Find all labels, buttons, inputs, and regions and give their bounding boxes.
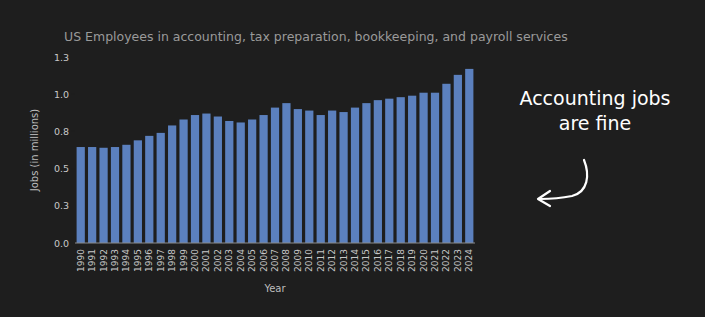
x-tick-label: 2009 — [293, 249, 303, 272]
bar — [237, 122, 245, 243]
y-tick — [71, 243, 75, 244]
x-tick-label: 2014 — [350, 249, 360, 272]
page: US Employees in accounting, tax preparat… — [0, 0, 705, 317]
bar — [88, 147, 96, 243]
bar — [214, 117, 222, 243]
x-tick-label: 2013 — [339, 249, 349, 272]
x-tick-label: 1992 — [99, 249, 109, 272]
bar — [111, 147, 119, 243]
y-tick — [71, 131, 75, 132]
y-tick — [71, 94, 75, 95]
bar — [202, 114, 210, 243]
bar — [77, 147, 85, 243]
bar — [362, 103, 370, 243]
y-tick-label: 0.5 — [54, 163, 69, 174]
bar — [419, 93, 427, 243]
x-tick-label: 2019 — [407, 249, 417, 272]
bar — [465, 69, 473, 243]
bar — [294, 109, 302, 243]
y-tick — [71, 57, 75, 58]
bar — [328, 111, 336, 243]
x-tick-label: 2005 — [247, 249, 257, 272]
x-tick-label: 2008 — [281, 249, 291, 272]
y-tick-label: 1.3 — [54, 52, 69, 63]
x-tick-label: 2023 — [453, 249, 463, 272]
bar — [134, 140, 142, 243]
bar — [145, 136, 153, 243]
bar — [454, 75, 462, 243]
x-axis-label: Year — [263, 283, 286, 294]
bar — [99, 148, 107, 243]
bar — [282, 103, 290, 243]
x-tick-label: 2015 — [361, 249, 371, 272]
y-tick-label: 1.0 — [54, 89, 69, 100]
bars — [77, 69, 474, 243]
bar — [351, 108, 359, 243]
x-tick-label: 1999 — [179, 249, 189, 272]
bar — [259, 115, 267, 243]
bar — [157, 133, 165, 243]
x-tick-label: 2024 — [464, 249, 474, 272]
x-tick-label: 2010 — [304, 249, 314, 272]
y-tick-label: 0.8 — [54, 126, 69, 137]
x-tick-label: 2017 — [384, 249, 394, 272]
x-tick-label: 2016 — [373, 249, 383, 272]
bar — [374, 100, 382, 243]
bar — [271, 108, 279, 243]
y-tick-label: 0.0 — [54, 238, 69, 249]
x-tick-label: 1994 — [121, 249, 131, 272]
x-tick-label: 1993 — [110, 249, 120, 272]
x-tick-label: 1990 — [76, 249, 86, 272]
bar — [191, 115, 199, 243]
bar — [385, 99, 393, 243]
x-tick-label: 2012 — [327, 249, 337, 272]
x-tick-label: 2018 — [396, 249, 406, 272]
x-tick-label: 1998 — [167, 249, 177, 272]
bar — [431, 93, 439, 243]
x-tick-label: 2011 — [316, 249, 326, 272]
bar — [225, 121, 233, 243]
y-tick — [71, 168, 75, 169]
x-tick-label: 1997 — [156, 249, 166, 272]
bar — [168, 125, 176, 243]
x-tick-label: 1996 — [144, 249, 154, 272]
x-tick-label: 1991 — [87, 249, 97, 272]
x-tick-label: 2002 — [213, 249, 223, 272]
x-tick-label: 2007 — [270, 249, 280, 272]
x-tick-label: 1995 — [133, 249, 143, 272]
x-axis-line — [75, 243, 475, 244]
x-tick-label: 2006 — [259, 249, 269, 272]
bar — [397, 97, 405, 243]
x-tick-label: 2021 — [430, 249, 440, 272]
bar — [305, 111, 313, 243]
y-axis-label: Jobs (in millions) — [29, 109, 40, 193]
bar — [339, 112, 347, 243]
chart: US Employees in accounting, tax preparat… — [0, 0, 705, 317]
bar — [248, 119, 256, 243]
x-tick-label: 2003 — [224, 249, 234, 272]
bar — [179, 119, 187, 243]
x-tick-label: 2022 — [441, 249, 451, 272]
y-tick-label: 0.3 — [54, 200, 69, 211]
annotation: Accounting jobs are fine — [505, 86, 685, 136]
x-tick-label: 2020 — [419, 249, 429, 272]
y-tick — [71, 205, 75, 206]
bar — [122, 145, 130, 243]
bar — [442, 84, 450, 243]
bar — [408, 96, 416, 243]
x-tick-label: 2001 — [201, 249, 211, 272]
x-tick-label: 2000 — [190, 249, 200, 272]
annotation-arrowhead — [538, 191, 550, 206]
x-tick-label: 2004 — [236, 249, 246, 272]
bar — [317, 115, 325, 243]
title: US Employees in accounting, tax preparat… — [64, 29, 568, 44]
